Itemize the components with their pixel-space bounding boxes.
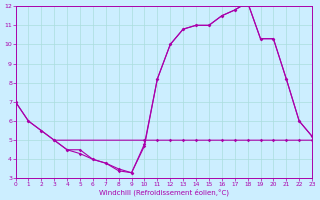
X-axis label: Windchill (Refroidissement éolien,°C): Windchill (Refroidissement éolien,°C) (99, 188, 229, 196)
